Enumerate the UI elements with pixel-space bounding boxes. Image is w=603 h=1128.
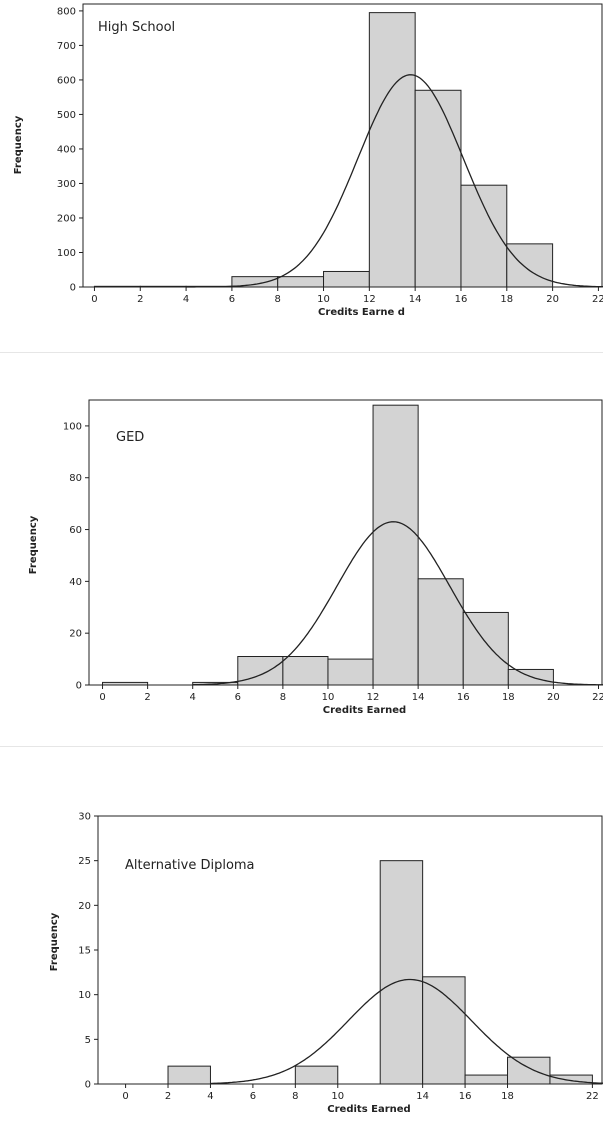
y-tick-label: 0 [85,1080,91,1091]
histogram-bar [422,976,466,1085]
y-axis-label: Frequency [28,515,39,574]
x-tick-label: 2 [137,294,143,305]
x-tick-label: 20 [547,692,560,703]
histogram-bar [368,12,416,288]
x-tick-label: 10 [317,294,330,305]
histogram-bar [462,611,509,686]
x-tick-label: 12 [363,294,376,305]
histogram-bar [237,656,284,686]
histogram-chart-1: 0 2 4 6 8 10 12 14 16 18 20 22 0 100 200 300 400 500 600 70… [13,3,603,318]
panel-title: High School [98,20,175,35]
histogram-bar [139,285,187,288]
x-tick-label: 14 [409,294,422,305]
y-tick-label: 500 [57,110,76,121]
y-tick-label: 40 [69,577,82,588]
x-tick-label: 8 [280,692,286,703]
x-tick-label: 8 [275,294,281,305]
histogram-bar [327,658,374,686]
y-tick-label: 600 [57,75,76,86]
x-axis-label: Credits Earne d [318,307,405,318]
y-tick-label: 20 [69,629,82,640]
x-tick-label: 16 [455,294,468,305]
y-tick-label: 10 [78,990,91,1001]
x-tick-label: 6 [229,294,235,305]
x-tick-label: 18 [502,692,515,703]
x-tick-label: 18 [501,1091,514,1102]
y-axis-label: Frequency [49,912,60,971]
normal-fit-curve [192,521,603,686]
x-tick-label: 2 [144,692,150,703]
y-tick-label: 700 [57,41,76,52]
panel-divider [0,746,603,747]
x-tick-label: 16 [459,1091,472,1102]
y-tick-label: 300 [57,179,76,190]
x-tick-label: 4 [183,294,189,305]
x-axis-label: Credits Earned [323,705,406,716]
x-tick-label: 6 [235,692,241,703]
y-tick-label: 30 [78,812,91,823]
histogram-bar [294,1065,339,1085]
histogram-bar [506,243,554,288]
x-tick-label: 0 [122,1091,128,1102]
x-tick-label: 22 [592,294,603,305]
panel-divider [0,352,603,353]
y-tick-label: 60 [69,525,82,536]
histogram-bar [379,860,424,1085]
histogram-chart-3: 0 2 4 6 8 10 14 16 18 22 0 5 10 15 20 25 30 Credits Earne… [49,812,603,1115]
normal-fit-curve [186,74,603,288]
x-tick-label: 18 [500,294,513,305]
histogram-bar [167,1065,211,1085]
y-tick-label: 20 [78,901,91,912]
x-tick-label: 4 [190,692,196,703]
x-tick-label: 10 [331,1091,344,1102]
histogram-bar [282,656,329,686]
x-tick-label: 10 [322,692,335,703]
panel-title: Alternative Diploma [125,858,255,873]
y-tick-label: 200 [57,213,76,224]
histogram-bar [372,404,419,686]
y-tick-label: 25 [78,856,91,867]
x-tick-label: 8 [292,1091,298,1102]
y-tick-label: 5 [85,1035,91,1046]
x-tick-label: 0 [99,692,105,703]
x-tick-label: 20 [546,294,559,305]
x-tick-label: 6 [250,1091,256,1102]
histogram-bar [507,1056,551,1085]
y-tick-label: 80 [69,473,82,484]
plot-frame [88,399,603,686]
normal-fit-curve [210,978,603,1085]
x-tick-label: 14 [412,692,425,703]
y-tick-label: 100 [57,248,76,259]
x-tick-label: 22 [586,1091,599,1102]
y-axis-label: Frequency [13,115,24,174]
x-tick-label: 2 [165,1091,171,1102]
y-tick-label: 0 [70,283,76,294]
x-tick-label: 22 [592,692,603,703]
panel-title: GED [116,430,144,445]
histogram-bar [102,681,149,686]
y-tick-label: 800 [57,6,76,17]
histogram-bar [414,89,462,288]
x-tick-label: 16 [457,692,470,703]
y-tick-label: 100 [63,421,82,432]
x-axis-label: Credits Earned [327,1104,410,1115]
plot-frame [97,815,603,1085]
y-tick-label: 0 [76,681,82,692]
histogram-bar [417,578,464,686]
y-tick-label: 15 [78,946,91,957]
histogram-bar [464,1074,509,1085]
histogram-bar [549,1074,593,1085]
histogram-bar [93,285,141,288]
y-tick-label: 400 [57,144,76,155]
histogram-bar [323,270,370,288]
x-tick-label: 4 [207,1091,213,1102]
x-tick-label: 14 [416,1091,429,1102]
x-tick-label: 0 [91,294,97,305]
histogram-chart-2: 0 2 4 6 8 10 12 14 16 18 20 22 0 20 40 60 80 100 Credits E… [28,399,603,716]
histogram-bar [277,276,325,288]
x-tick-label: 12 [367,692,380,703]
